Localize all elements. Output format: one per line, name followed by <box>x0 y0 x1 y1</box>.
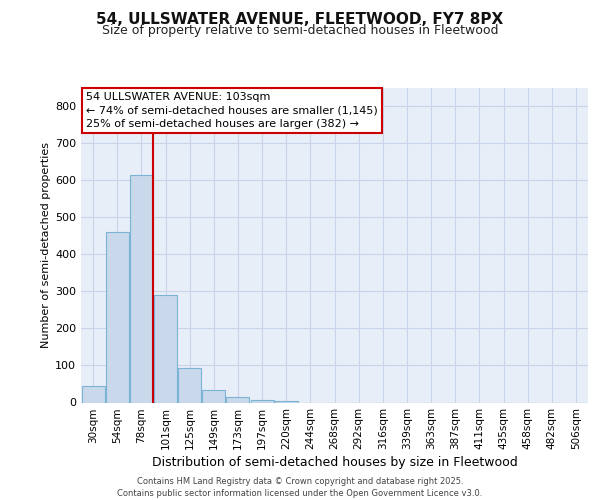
Bar <box>130 174 153 402</box>
Text: 54, ULLSWATER AVENUE, FLEETWOOD, FY7 8PX: 54, ULLSWATER AVENUE, FLEETWOOD, FY7 8PX <box>97 12 503 28</box>
Bar <box>82 386 104 402</box>
Text: Size of property relative to semi-detached houses in Fleetwood: Size of property relative to semi-detach… <box>102 24 498 37</box>
Bar <box>106 232 128 402</box>
Bar <box>202 390 225 402</box>
Text: 54 ULLSWATER AVENUE: 103sqm
← 74% of semi-detached houses are smaller (1,145)
25: 54 ULLSWATER AVENUE: 103sqm ← 74% of sem… <box>86 92 378 128</box>
Text: Contains HM Land Registry data © Crown copyright and database right 2025.
Contai: Contains HM Land Registry data © Crown c… <box>118 476 482 498</box>
Bar <box>226 397 250 402</box>
Bar <box>251 400 274 402</box>
Bar <box>178 368 201 402</box>
X-axis label: Distribution of semi-detached houses by size in Fleetwood: Distribution of semi-detached houses by … <box>152 456 517 469</box>
Bar <box>275 400 298 402</box>
Y-axis label: Number of semi-detached properties: Number of semi-detached properties <box>41 142 51 348</box>
Bar <box>154 295 177 403</box>
